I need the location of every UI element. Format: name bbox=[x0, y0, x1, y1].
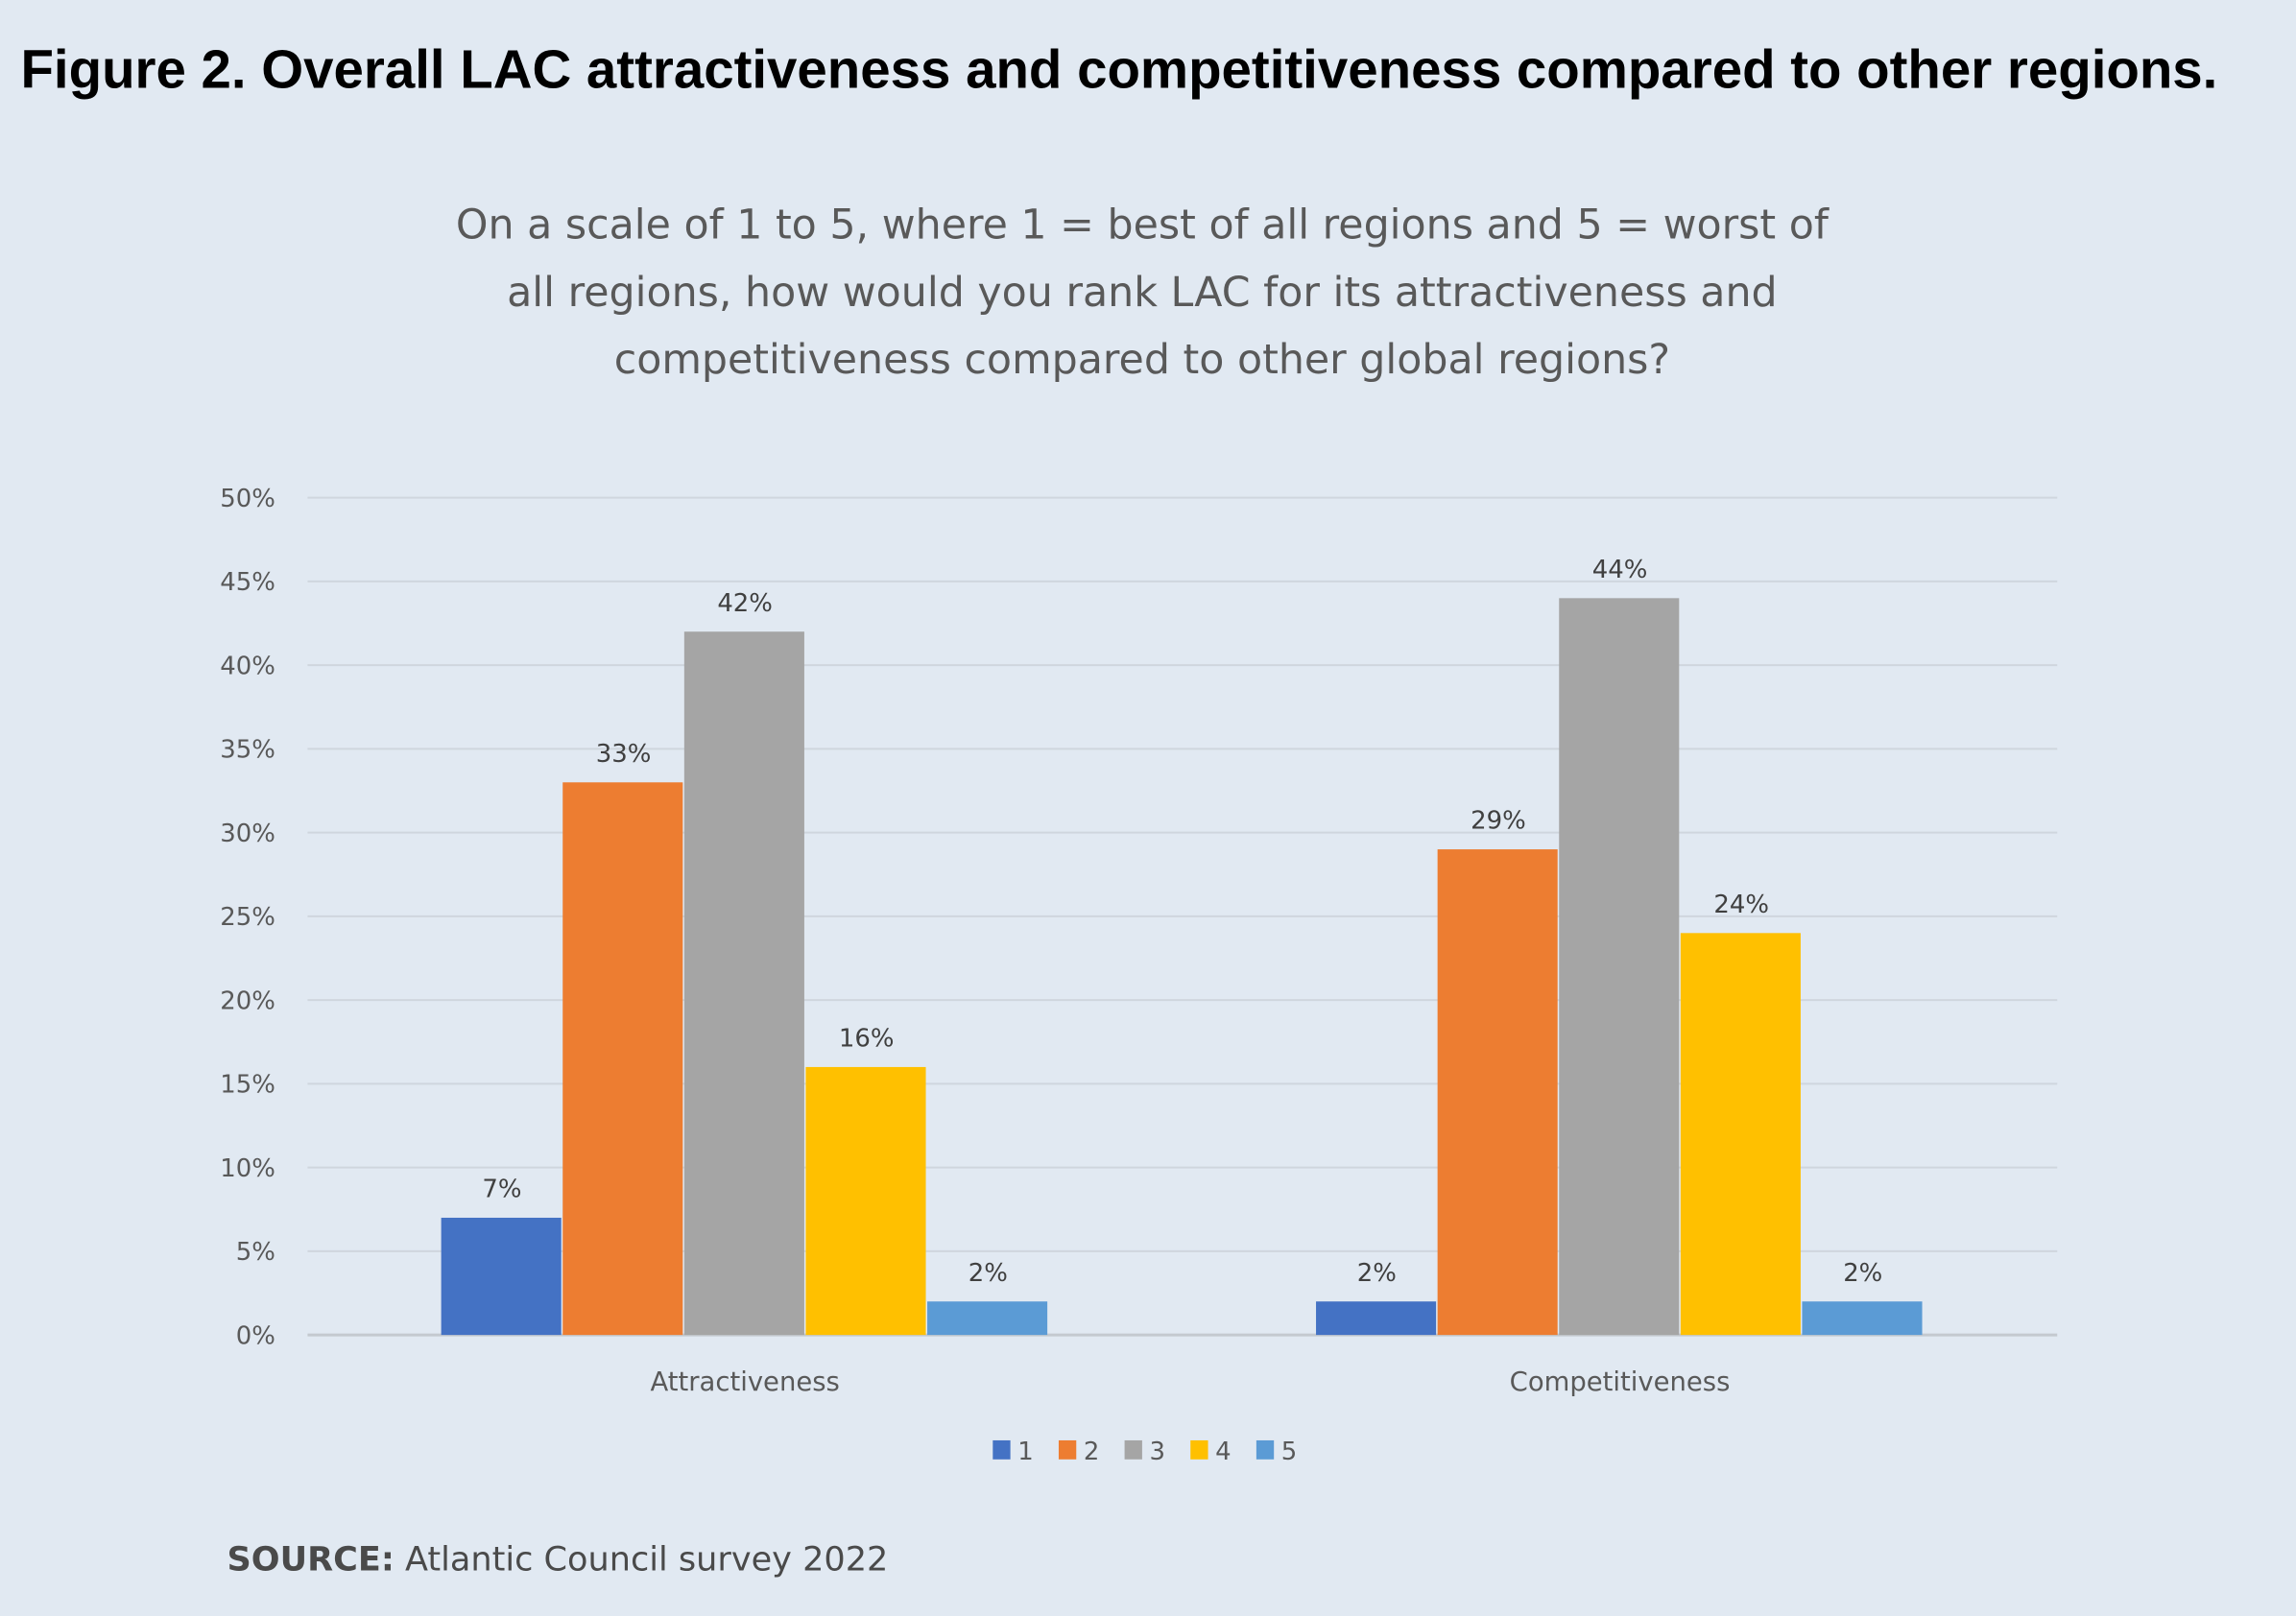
bar-attractiveness-2 bbox=[562, 782, 683, 1336]
bar-competitiveness-3 bbox=[1559, 598, 1680, 1336]
y-tick-label: 20% bbox=[220, 986, 275, 1015]
data-label: 42% bbox=[717, 589, 773, 618]
legend-label: 3 bbox=[1150, 1438, 1165, 1466]
data-label: 33% bbox=[596, 740, 652, 769]
source-text: Atlantic Council survey 2022 bbox=[405, 1540, 888, 1580]
source-label: SOURCE: bbox=[227, 1540, 395, 1580]
legend-label: 4 bbox=[1215, 1438, 1232, 1466]
bar-competitiveness-1 bbox=[1316, 1301, 1437, 1336]
y-tick-label: 0% bbox=[236, 1321, 275, 1350]
data-label: 2% bbox=[1843, 1259, 1882, 1288]
bar-competitiveness-5 bbox=[1802, 1301, 1923, 1336]
legend-swatch-3 bbox=[1124, 1439, 1142, 1460]
chart-title-line-1: On a scale of 1 to 5, where 1 = best of … bbox=[456, 202, 1830, 250]
source-note: SOURCE: Atlantic Council survey 2022 bbox=[227, 1540, 889, 1580]
y-tick-label: 30% bbox=[220, 820, 275, 848]
data-label: 44% bbox=[1592, 556, 1648, 584]
legend-swatch-2 bbox=[1058, 1439, 1077, 1460]
legend-swatch-5 bbox=[1256, 1439, 1275, 1460]
chart-title-line-2: all regions, how would you rank LAC for … bbox=[507, 269, 1778, 317]
bar-competitiveness-4 bbox=[1680, 933, 1801, 1336]
y-tick-label: 45% bbox=[220, 568, 275, 597]
x-category-label: Competitiveness bbox=[1510, 1367, 1731, 1397]
bar-attractiveness-5 bbox=[927, 1301, 1048, 1336]
data-label: 29% bbox=[1471, 807, 1526, 836]
y-tick-label: 15% bbox=[220, 1071, 275, 1100]
bar-attractiveness-1 bbox=[441, 1217, 562, 1336]
bar-attractiveness-4 bbox=[805, 1066, 926, 1336]
legend-label: 5 bbox=[1281, 1438, 1298, 1466]
data-label: 2% bbox=[1357, 1259, 1397, 1288]
chart-title-line-3: competitiveness compared to other global… bbox=[614, 336, 1670, 384]
legend-swatch-1 bbox=[993, 1439, 1011, 1460]
bar-competitiveness-2 bbox=[1437, 849, 1558, 1336]
y-tick-label: 25% bbox=[220, 903, 275, 932]
legend-label: 1 bbox=[1017, 1438, 1033, 1466]
y-tick-label: 5% bbox=[236, 1238, 275, 1267]
y-tick-label: 35% bbox=[220, 736, 275, 765]
y-tick-label: 50% bbox=[220, 485, 275, 513]
data-label: 7% bbox=[482, 1176, 521, 1204]
legend-label: 2 bbox=[1084, 1438, 1100, 1466]
bar-attractiveness-3 bbox=[683, 631, 804, 1336]
data-label: 16% bbox=[839, 1025, 895, 1054]
figure-title: Figure 2. Overall LAC attractiveness and… bbox=[20, 39, 2217, 100]
y-tick-label: 10% bbox=[220, 1154, 275, 1183]
data-label: 24% bbox=[1713, 891, 1769, 919]
data-label: 2% bbox=[969, 1259, 1008, 1288]
y-tick-label: 40% bbox=[220, 652, 275, 680]
legend-swatch-4 bbox=[1190, 1439, 1208, 1460]
x-category-label: Attractiveness bbox=[650, 1367, 839, 1397]
